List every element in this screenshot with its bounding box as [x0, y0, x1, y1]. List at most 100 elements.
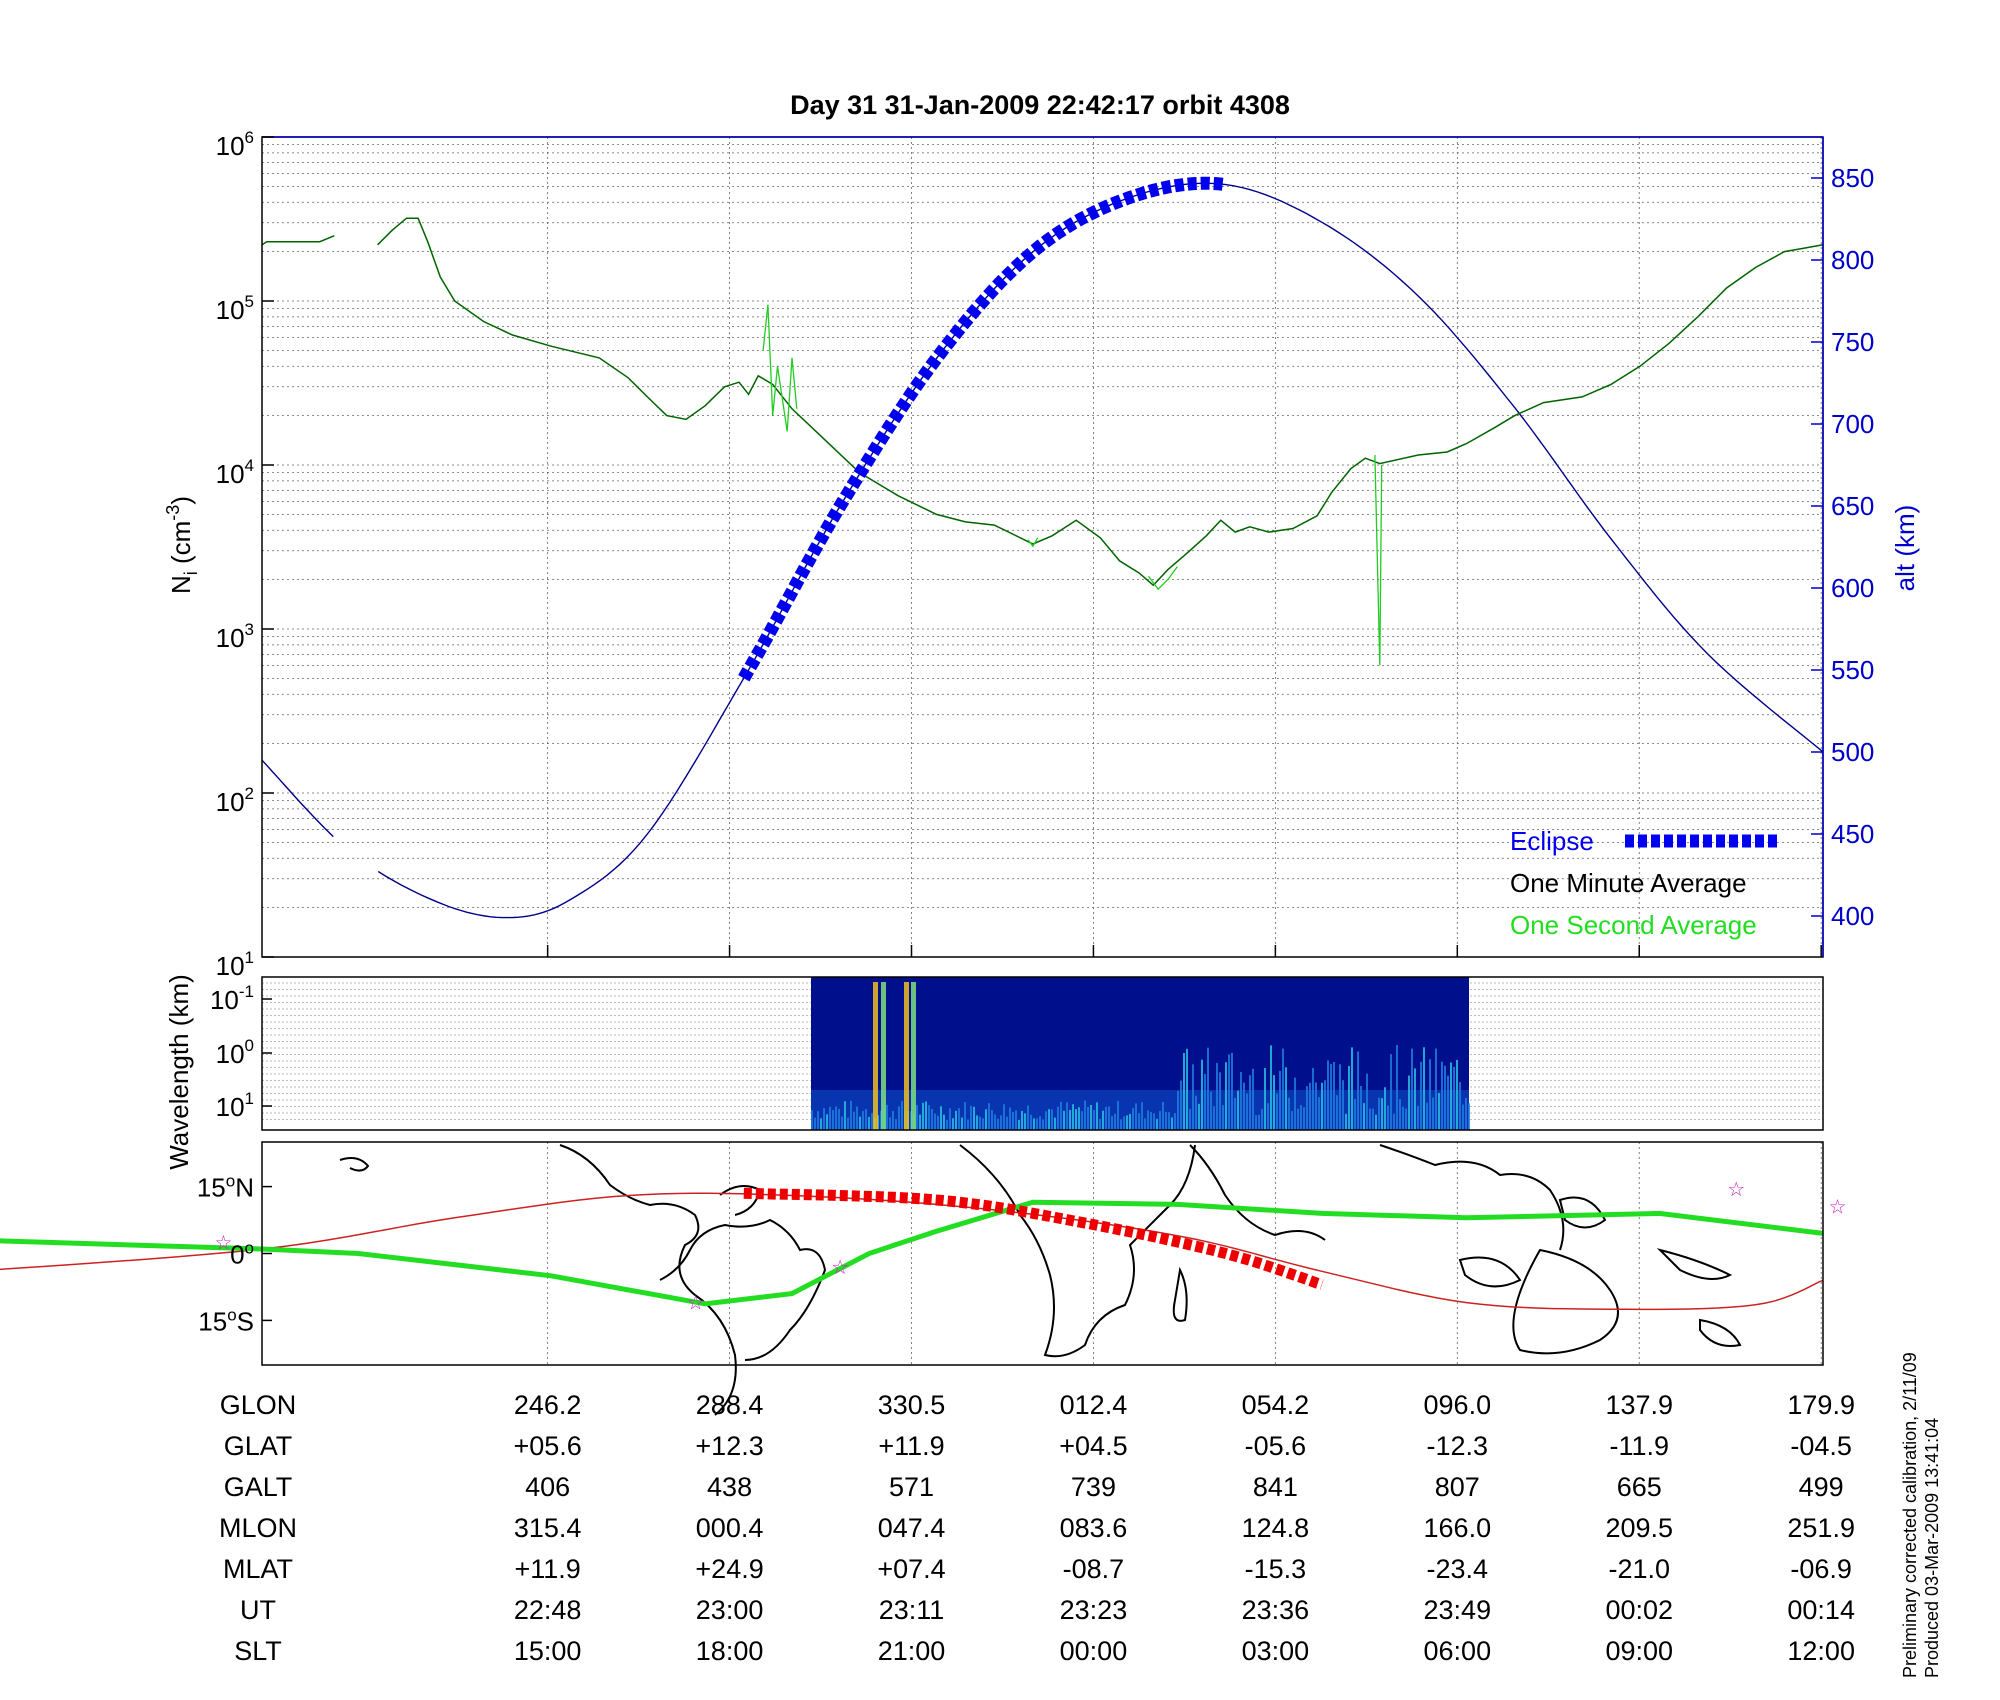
spectrogram-stripe	[1273, 1075, 1275, 1130]
y-tick-label: 104	[216, 456, 254, 489]
y2-tick-label: 500	[1831, 737, 1874, 767]
spectrogram-stripe	[1309, 1082, 1311, 1130]
spectrogram-stripe	[1042, 1119, 1044, 1130]
minute-average-line	[261, 235, 335, 246]
spectrogram-stripe	[1084, 1100, 1086, 1130]
eclipse-track-map	[743, 1187, 1324, 1290]
table-cell: 21:00	[878, 1636, 946, 1666]
spectrogram-stripe	[988, 1103, 990, 1130]
spectrogram-stripe	[997, 1118, 999, 1130]
spectrogram-stripe	[1048, 1109, 1050, 1130]
spectrogram-stripe	[847, 1117, 849, 1130]
spectrogram-stripe	[1294, 1077, 1296, 1130]
spectrogram-stripe	[1204, 1074, 1206, 1130]
spectrogram-stripe	[1360, 1086, 1362, 1130]
spectrogram-stripe	[1456, 1059, 1458, 1130]
spectrogram-stripe	[1459, 1082, 1461, 1130]
spectrogram-y-ticks: 10-1 100 101	[210, 982, 272, 1122]
table-cell: 06:00	[1424, 1636, 1492, 1666]
spectrogram-stripe	[1012, 1111, 1014, 1130]
table-row-label: UT	[240, 1595, 276, 1625]
star-marker: ☆	[1727, 1179, 1745, 1201]
spectrogram-stripe	[976, 1115, 978, 1130]
spectrogram-stripe	[1330, 1064, 1332, 1130]
y2-tick-label: 450	[1831, 819, 1874, 849]
spectrogram-stripe	[1417, 1105, 1419, 1130]
spectrogram-stripe	[1420, 1061, 1422, 1130]
spectrogram-stripe	[1423, 1047, 1425, 1130]
spectrogram-stripe	[1216, 1062, 1218, 1130]
altitude-line-segment	[261, 759, 334, 838]
spectrogram-stripe	[1132, 1108, 1134, 1130]
map-coastlines	[339, 1144, 1742, 1416]
spectrogram-stripe	[967, 1119, 969, 1130]
density-y-label: Ni (cm-3)	[163, 496, 201, 594]
table-cell: 18:00	[696, 1636, 764, 1666]
spectrogram-stripe	[1237, 1090, 1239, 1130]
spectrogram-stripe	[919, 1114, 921, 1130]
spectrogram-stripe	[922, 1102, 924, 1130]
spectrogram-stripe	[1141, 1102, 1143, 1130]
y-tick-label: 106	[216, 128, 254, 161]
spectrogram-stripe	[925, 1101, 927, 1130]
legend-minute-label: One Minute Average	[1510, 868, 1747, 898]
spectrogram-y-tick-label: 10-1	[210, 982, 254, 1015]
star-marker: ☆	[1828, 1197, 1846, 1219]
table-cell: 841	[1253, 1472, 1298, 1502]
spectrogram-stripe	[934, 1113, 936, 1130]
spectrogram-stripe	[1270, 1045, 1272, 1130]
spectrogram-stripe	[898, 1106, 900, 1130]
spectrogram-stripe	[1210, 1091, 1212, 1130]
spectrogram-stripe	[829, 1106, 831, 1130]
spectrogram-stripe	[955, 1110, 957, 1130]
spectrogram-stripe	[1066, 1102, 1068, 1130]
table-cell: 000.4	[696, 1513, 764, 1543]
density-y-ticks: 101 102 103 104 105 106	[216, 128, 274, 981]
spectrogram-stripe	[1345, 1113, 1347, 1130]
table-cell: 665	[1617, 1472, 1662, 1502]
spectrogram-stripe	[1393, 1113, 1395, 1130]
table-cell: 499	[1799, 1472, 1844, 1502]
spectrogram-stripe	[1039, 1116, 1041, 1130]
spectrogram-stripe	[1159, 1110, 1161, 1130]
spectrogram-stripe	[1075, 1109, 1077, 1130]
table-cell: 047.4	[878, 1513, 946, 1543]
y2-tick-label: 550	[1831, 655, 1874, 685]
spectrogram-stripe	[1078, 1107, 1080, 1130]
spectrogram-stripe	[1306, 1086, 1308, 1130]
map-panel: ☆ ☆ ☆ ☆ ☆ 15oN 0o 15oS	[0, 1141, 1846, 1416]
figure-title: Day 31 31-Jan-2009 22:42:17 orbit 4308	[790, 90, 1290, 120]
table-cell: -06.9	[1790, 1554, 1852, 1584]
spectrogram-stripe	[1282, 1048, 1284, 1130]
spectrogram-stripe	[1357, 1051, 1359, 1130]
coastline	[719, 1185, 762, 1216]
spectrogram-stripe	[1174, 1112, 1176, 1130]
spectrogram-stripe	[1300, 1104, 1302, 1130]
table-cell: 23:36	[1242, 1595, 1310, 1625]
spectrogram-spike	[881, 982, 886, 1130]
spectrogram-stripe	[1036, 1118, 1038, 1130]
spectrogram-stripe	[1387, 1105, 1389, 1130]
spectrogram-stripe	[841, 1116, 843, 1130]
spectrogram-stripe	[1225, 1062, 1227, 1130]
spectrogram-stripe	[1255, 1114, 1257, 1130]
star-marker: ☆	[831, 1257, 849, 1279]
spectrogram-stripe	[1018, 1119, 1020, 1130]
spectrogram-stripe	[1120, 1119, 1122, 1130]
eclipse-track	[738, 176, 1227, 682]
table-cell: +12.3	[695, 1431, 763, 1461]
altitude-y-ticks: 400 450 500 550 600 650 700 750 800 850	[1811, 163, 1874, 931]
table-cell: -08.7	[1063, 1554, 1125, 1584]
spectrogram-heatmap	[811, 977, 1470, 1130]
spectrogram-stripe	[1153, 1113, 1155, 1130]
spectrogram-stripe	[1369, 1108, 1371, 1130]
spectrogram-stripe	[1219, 1072, 1221, 1130]
spectrogram-stripe	[1402, 1106, 1404, 1130]
legend-eclipse-label: Eclipse	[1510, 826, 1594, 856]
coastline	[1558, 1196, 1607, 1229]
spectrogram-stripe	[868, 1116, 870, 1130]
table-row-label: GALT	[224, 1472, 293, 1502]
spectrogram-stripe	[1009, 1107, 1011, 1130]
spectrogram-stripe	[940, 1106, 942, 1130]
spectrogram-stripe	[1156, 1118, 1158, 1130]
